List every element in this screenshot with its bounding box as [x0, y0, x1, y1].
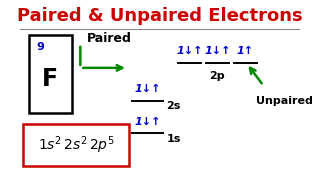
Text: 1s: 1s	[166, 134, 181, 144]
Text: 1↓↑: 1↓↑	[134, 84, 161, 95]
Text: Paired & Unpaired Electrons: Paired & Unpaired Electrons	[17, 7, 303, 25]
Text: 1↓↑: 1↓↑	[204, 46, 231, 56]
Text: 2s: 2s	[166, 101, 181, 111]
FancyBboxPatch shape	[28, 35, 72, 113]
Text: 1↓↑: 1↓↑	[134, 117, 161, 127]
Text: 2p: 2p	[210, 71, 225, 81]
Text: 1↑: 1↑	[237, 46, 254, 56]
Text: Unpaired: Unpaired	[256, 96, 313, 106]
Text: F: F	[42, 67, 58, 91]
Text: Paired: Paired	[87, 32, 132, 45]
Text: 1↓↑: 1↓↑	[176, 46, 203, 56]
Text: $1s^2\,2s^2\,2p^5$: $1s^2\,2s^2\,2p^5$	[38, 134, 115, 156]
Text: 9: 9	[36, 42, 44, 52]
FancyBboxPatch shape	[23, 124, 129, 166]
